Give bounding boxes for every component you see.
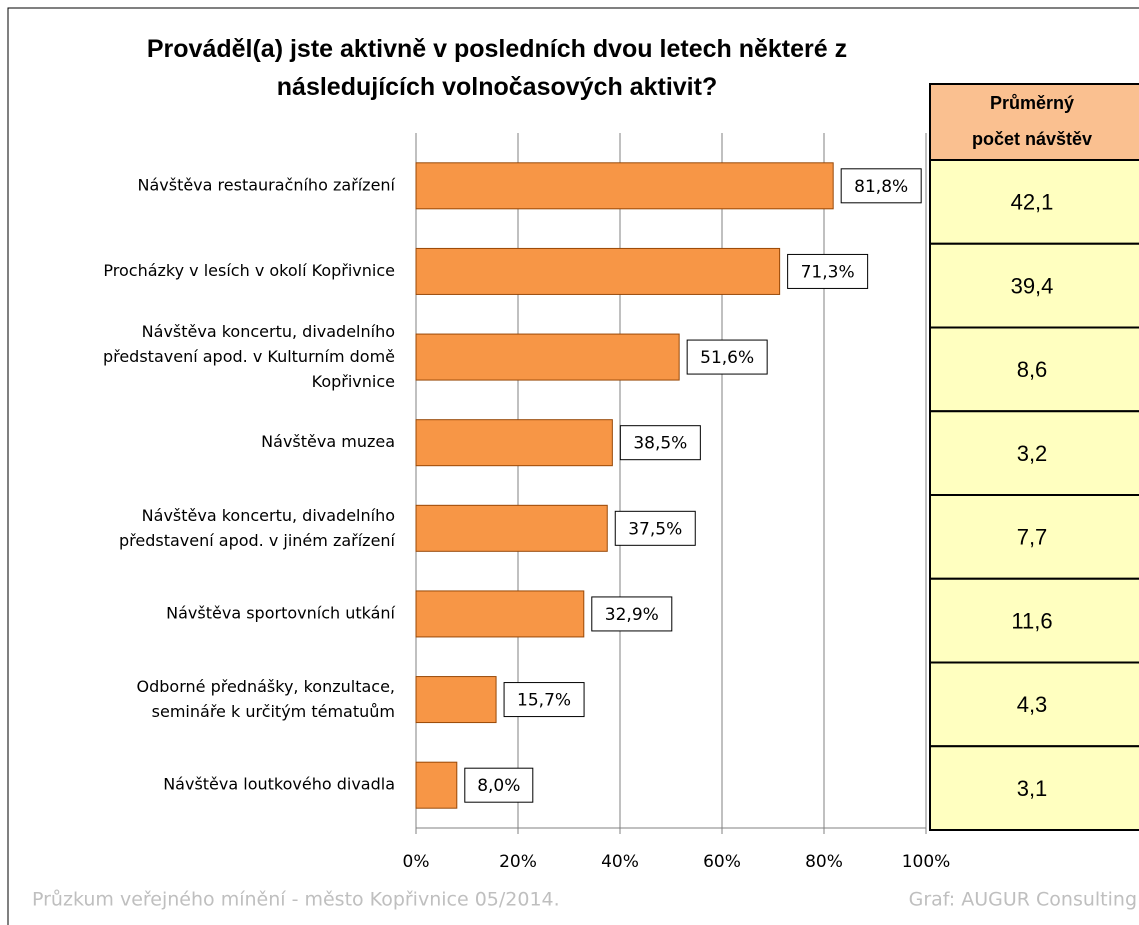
table-header-cell	[929, 83, 1139, 161]
value-label: 71,3%	[801, 262, 855, 282]
y-tick-label: Odborné přednášky, konzultace, semináře k…	[137, 677, 395, 721]
table-value: 3,2	[1017, 441, 1048, 466]
table-cell	[929, 661, 1139, 748]
y-tick-label: Návštěva loutkového divadla	[163, 775, 395, 794]
table-cell	[929, 159, 1139, 245]
value-label: 8,0%	[477, 776, 520, 796]
y-tick-label: Návštěva muzea	[261, 432, 395, 451]
bar	[415, 162, 834, 210]
value-label-box	[619, 425, 701, 461]
table-cell	[929, 242, 1139, 329]
y-tick-label: Návštěva koncertu, divadelního představen…	[103, 322, 395, 391]
table-cell	[929, 745, 1139, 831]
x-tick-label: 20%	[499, 852, 537, 872]
value-label-box	[686, 339, 768, 375]
table-value: 11,6	[1011, 608, 1052, 633]
y-tick-label: Návštěva koncertu, divadelního představen…	[119, 505, 396, 549]
y-tick-label: Návštěva restauračního zařízení	[137, 175, 395, 194]
value-label-box	[464, 767, 534, 803]
x-tick-label: 0%	[403, 852, 430, 872]
bar	[415, 590, 585, 638]
bar	[415, 419, 613, 467]
x-tick-label: 60%	[703, 852, 741, 872]
value-label: 81,8%	[854, 177, 908, 197]
value-label-box	[787, 253, 869, 289]
value-label-box	[840, 168, 922, 204]
bar	[415, 761, 458, 809]
table-value: 42,1	[1011, 190, 1054, 215]
table-header: Průměrný počet návštěv	[972, 93, 1092, 149]
value-label-box	[591, 596, 673, 632]
table-value: 4,3	[1017, 692, 1048, 717]
bar	[415, 333, 680, 381]
y-tick-label: Návštěva sportovních utkání	[166, 603, 395, 622]
table-cell	[929, 494, 1139, 580]
x-tick-label: 80%	[805, 852, 843, 872]
bar	[415, 504, 608, 552]
table-cell	[929, 577, 1139, 664]
bar	[415, 676, 497, 724]
value-label: 32,9%	[605, 605, 659, 625]
value-label: 15,7%	[517, 691, 571, 711]
footer-credit: Graf: AUGUR Consulting	[909, 889, 1137, 911]
frame	[7, 7, 1139, 925]
value-label: 38,5%	[633, 434, 687, 454]
value-label-box	[503, 682, 585, 718]
value-label-box	[614, 510, 696, 546]
table-value: 39,4	[1011, 273, 1054, 298]
table-value: 8,6	[1017, 357, 1048, 382]
chart-title: Prováděl(a) jste aktivně v posledních dv…	[147, 35, 847, 101]
table-value: 3,1	[1017, 776, 1048, 801]
value-label: 37,5%	[628, 519, 682, 539]
x-tick-label: 40%	[601, 852, 639, 872]
y-tick-label: Procházky v lesích v okolí Kopřivnice	[103, 261, 395, 280]
table-cell	[929, 326, 1139, 413]
footer-source: Průzkum veřejného mínění - město Kopřivn…	[32, 889, 560, 911]
bar	[415, 247, 781, 295]
value-label: 51,6%	[700, 348, 754, 368]
table-value: 7,7	[1017, 525, 1048, 550]
x-tick-label: 100%	[902, 852, 951, 872]
